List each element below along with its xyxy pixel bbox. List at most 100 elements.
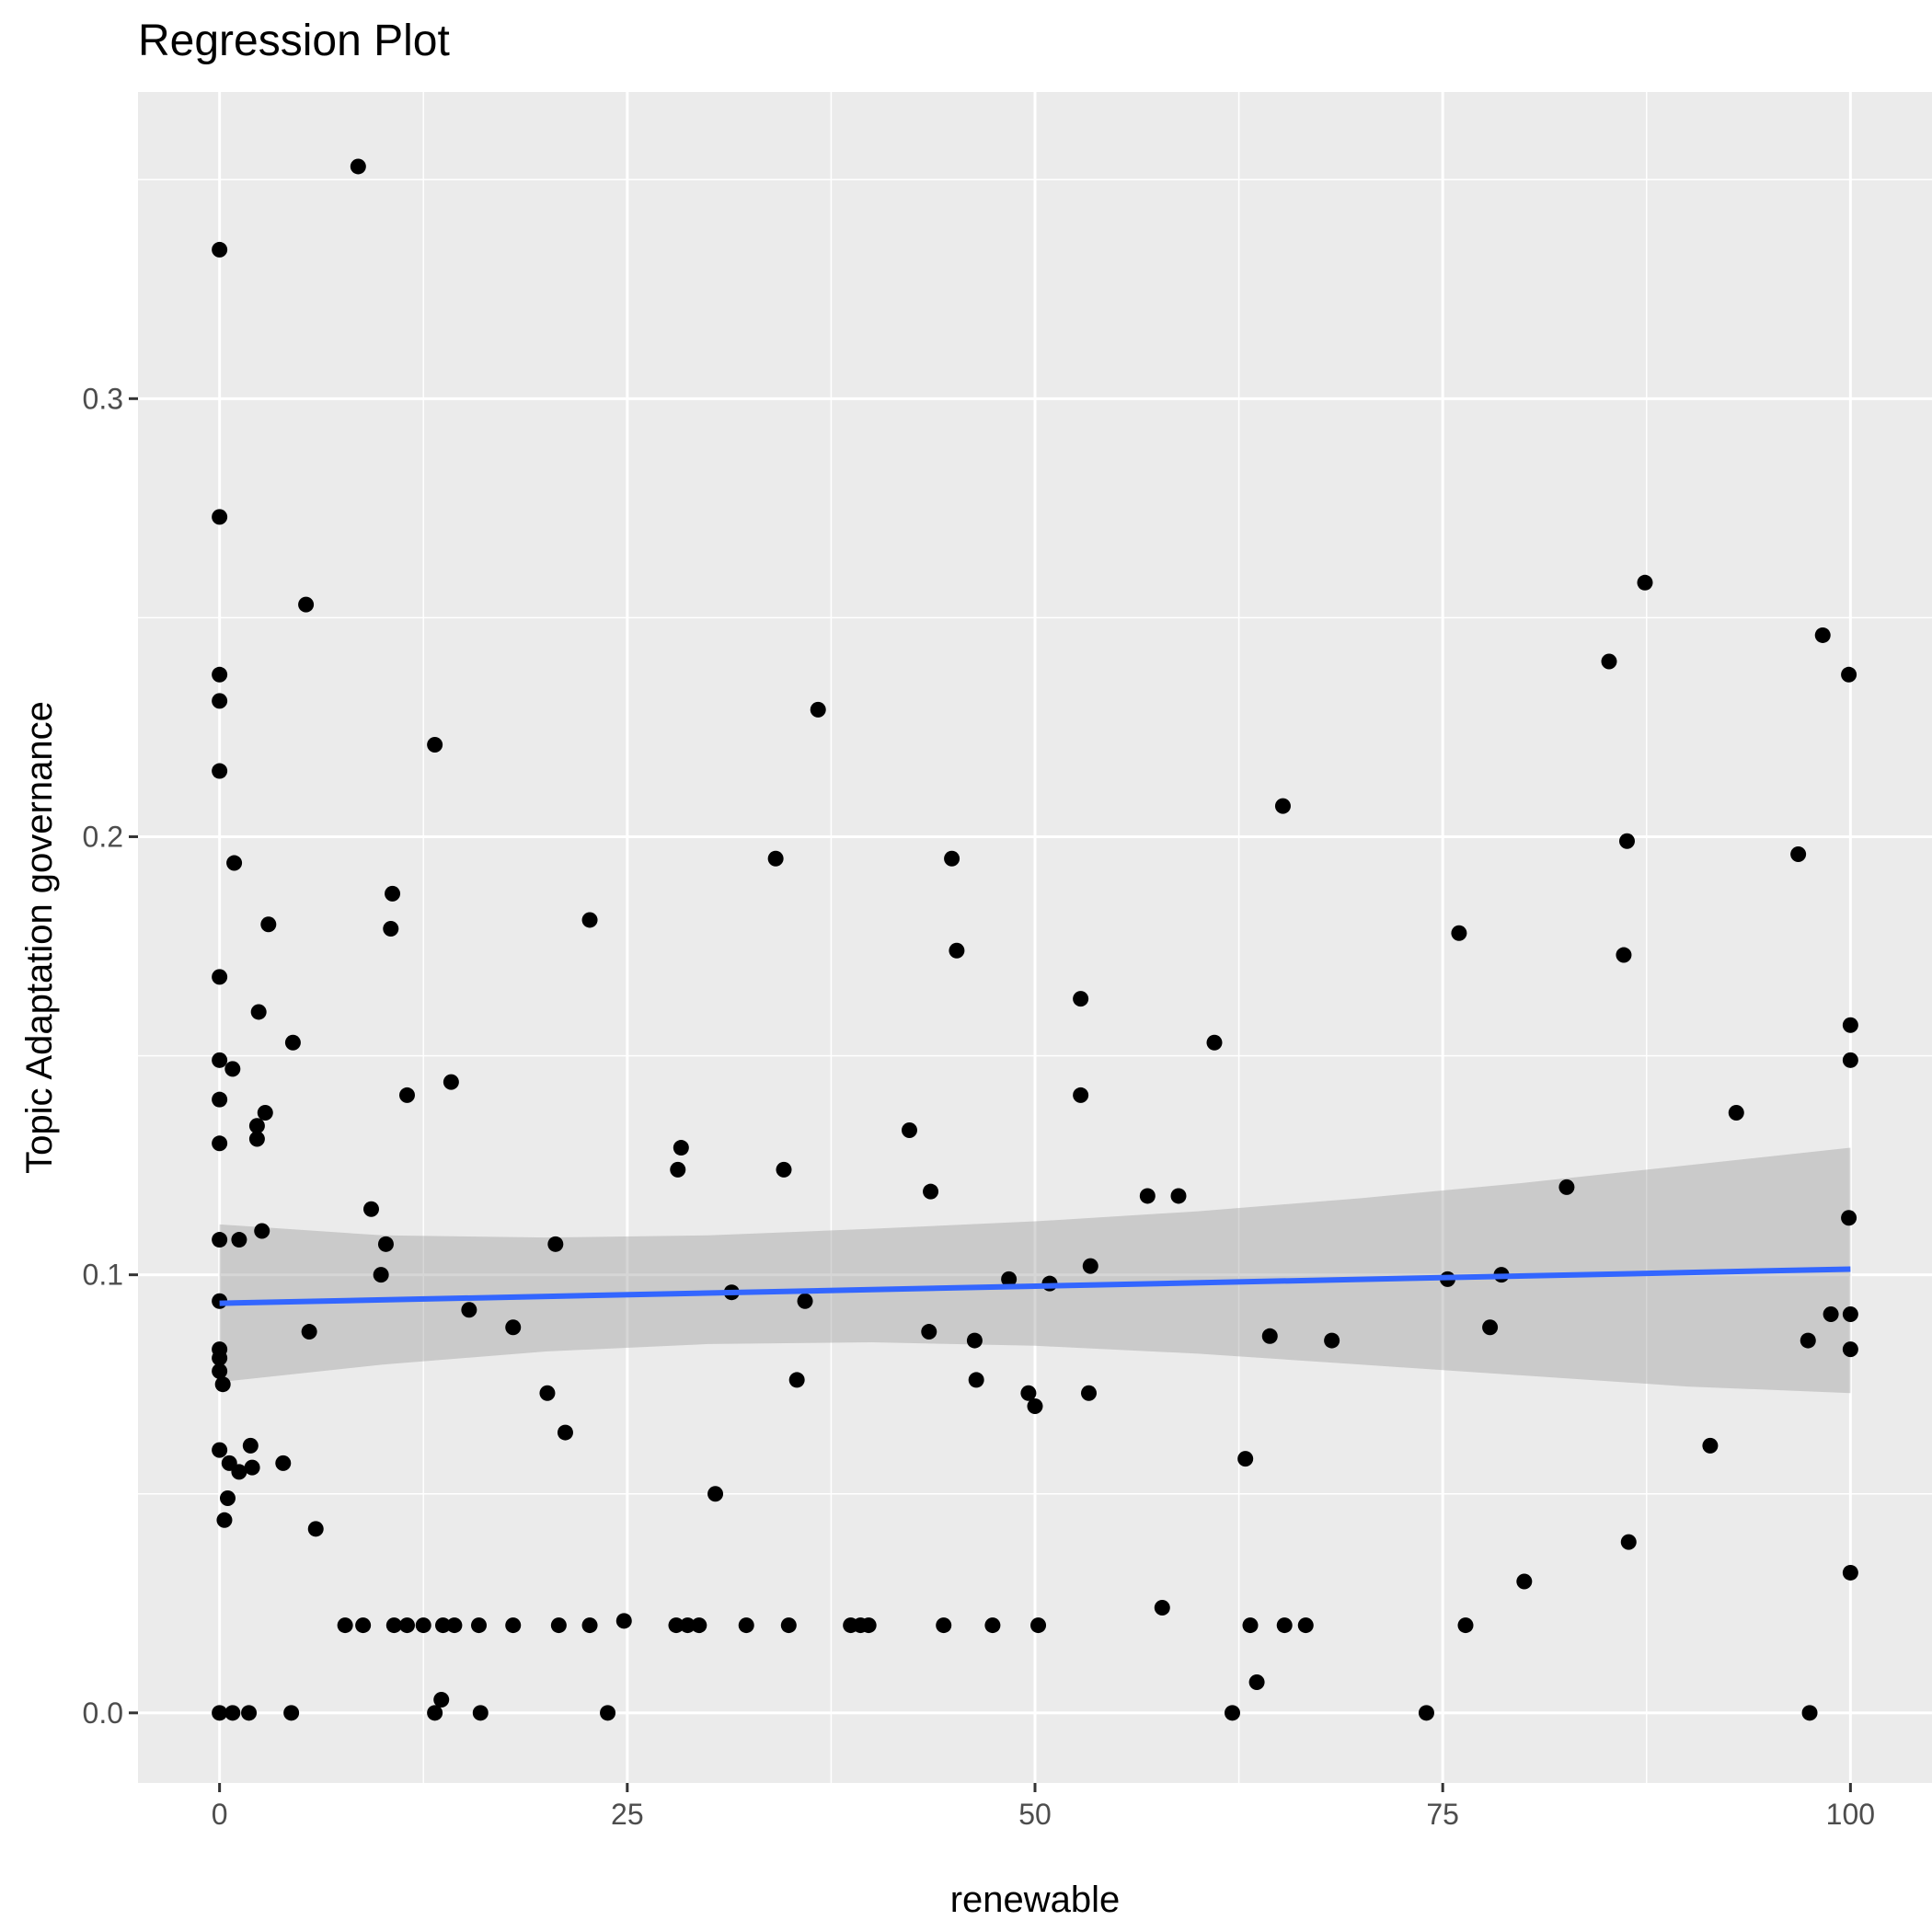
data-point: [1842, 1341, 1858, 1358]
data-point: [399, 1087, 415, 1103]
data-point: [1170, 1188, 1187, 1204]
data-point: [212, 1442, 228, 1458]
data-point: [1801, 1705, 1818, 1721]
data-point: [275, 1455, 292, 1471]
data-point: [668, 1617, 684, 1634]
data-point: [767, 850, 784, 867]
data-point: [298, 596, 315, 613]
y-tick-label: 0.0: [83, 1696, 123, 1730]
data-point: [1841, 666, 1857, 683]
data-point: [966, 1332, 983, 1349]
data-point: [427, 736, 443, 753]
data-point: [776, 1161, 792, 1178]
data-point: [337, 1617, 353, 1634]
data-point: [212, 693, 228, 709]
data-point: [679, 1617, 696, 1634]
data-point: [1842, 1017, 1858, 1033]
data-point: [505, 1319, 522, 1336]
chart-title: Regression Plot: [138, 17, 450, 65]
data-point: [1297, 1617, 1314, 1634]
data-point: [691, 1617, 707, 1634]
data-point: [472, 1705, 489, 1721]
y-axis: 0.0 0.1 0.2 0.3: [83, 382, 138, 1730]
data-point: [415, 1617, 431, 1634]
data-point: [1558, 1179, 1575, 1195]
data-point: [1457, 1617, 1474, 1634]
data-point: [615, 1613, 632, 1629]
x-axis-title: renewable: [950, 1880, 1121, 1920]
data-points: [212, 158, 1858, 1721]
data-point: [1516, 1573, 1533, 1590]
y-axis-title: Topic Adaptation governance: [19, 701, 60, 1174]
data-point: [283, 1705, 300, 1721]
data-point: [1800, 1332, 1816, 1349]
data-point: [301, 1324, 317, 1340]
x-tick-label: 75: [1426, 1798, 1459, 1831]
data-point: [1027, 1397, 1043, 1414]
data-point: [923, 1183, 939, 1200]
data-point: [505, 1617, 522, 1634]
data-point: [248, 1118, 265, 1134]
data-point: [547, 1236, 564, 1252]
data-point: [446, 1617, 463, 1634]
data-point: [780, 1617, 797, 1634]
data-point: [377, 1236, 394, 1252]
data-point: [797, 1293, 813, 1309]
data-point: [212, 1091, 228, 1108]
data-point: [1081, 1385, 1097, 1401]
data-point: [581, 912, 598, 928]
data-point: [212, 241, 228, 258]
data-point: [1616, 947, 1632, 963]
data-point: [212, 509, 228, 525]
data-point: [231, 1232, 247, 1248]
data-point: [707, 1486, 724, 1502]
data-point: [1790, 846, 1807, 863]
data-point: [600, 1705, 616, 1721]
data-point: [242, 1437, 259, 1454]
data-point: [212, 1350, 228, 1366]
confidence-band: [219, 1147, 1851, 1394]
data-point: [1842, 1564, 1858, 1581]
data-point: [250, 1004, 267, 1020]
regression-line-layer: [219, 1266, 1851, 1306]
data-point: [1001, 1271, 1018, 1287]
data-point: [212, 1052, 228, 1068]
data-point: [1139, 1188, 1156, 1204]
data-point: [399, 1617, 415, 1634]
data-point: [355, 1617, 372, 1634]
data-point: [443, 1074, 459, 1090]
data-point: [738, 1617, 754, 1634]
data-point: [984, 1617, 1001, 1634]
major-gridlines: [138, 92, 1932, 1783]
data-point: [260, 916, 277, 933]
data-point: [212, 969, 228, 985]
data-point: [224, 1705, 241, 1721]
data-point: [363, 1201, 379, 1217]
data-point: [383, 920, 399, 937]
confidence-band-layer: [219, 1147, 1851, 1394]
data-point: [1242, 1617, 1259, 1634]
data-point: [1728, 1104, 1744, 1121]
data-point: [1823, 1306, 1839, 1323]
data-point: [1620, 1534, 1637, 1550]
data-point: [212, 1363, 228, 1379]
data-point: [949, 942, 965, 959]
data-point: [1637, 574, 1653, 591]
data-point: [860, 1617, 877, 1634]
data-point: [1030, 1617, 1047, 1634]
data-point: [1274, 798, 1291, 814]
data-point: [373, 1267, 389, 1283]
data-point: [385, 885, 401, 902]
data-point: [307, 1521, 324, 1537]
data-point: [212, 1232, 228, 1248]
data-point: [244, 1459, 260, 1476]
x-tick-label: 50: [1018, 1798, 1052, 1831]
data-point: [1814, 627, 1831, 643]
data-point: [1276, 1617, 1293, 1634]
data-point: [254, 1223, 270, 1239]
data-point: [1702, 1437, 1719, 1454]
data-point: [350, 158, 366, 175]
data-point: [810, 701, 826, 718]
data-point: [1020, 1385, 1037, 1401]
data-point: [461, 1302, 477, 1318]
